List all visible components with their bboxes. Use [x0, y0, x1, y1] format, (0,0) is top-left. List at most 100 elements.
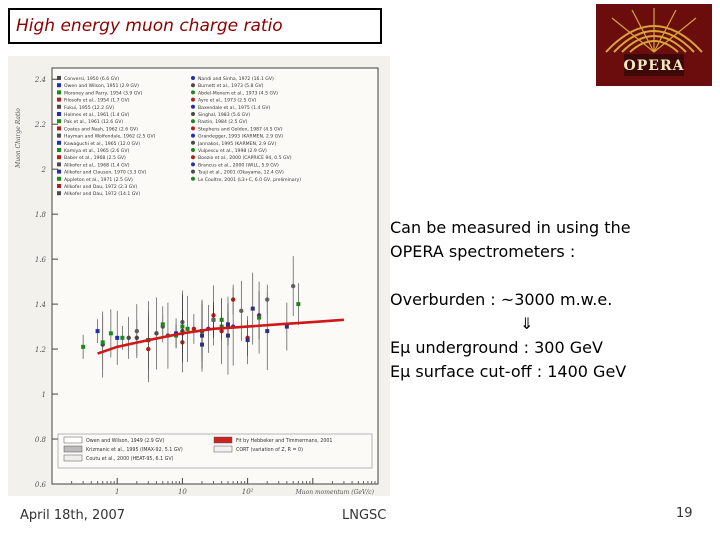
legend-marker: [57, 97, 61, 102]
data-point: [81, 344, 86, 349]
legend-marker: [57, 176, 61, 181]
data-point: [134, 328, 140, 334]
legend-marker: [191, 119, 195, 124]
fit-curve: [97, 318, 345, 355]
legend-entry: Grandegger, 1993 (KARMEN, 2.9 GV): [198, 134, 283, 140]
y-tick-label: 2.2: [34, 121, 47, 129]
bottom-legend-entry: CORT (variation of Z, R = 0): [236, 447, 303, 453]
y-tick-label: 1.4: [35, 301, 46, 309]
legend-entry: Moroney and Parry, 1954 (3.9 GV): [64, 90, 143, 96]
legend-marker: [191, 104, 195, 109]
down-arrow: ⇓: [520, 314, 534, 333]
legend-entry: Hayman and Wolfendale, 1962 (2.5 GV): [64, 134, 156, 140]
data-point: [95, 329, 100, 334]
data-point: [126, 335, 131, 341]
logo-graphic: [605, 8, 703, 76]
footer-date: April 18th, 2007: [20, 508, 126, 523]
footer-venue: LNGSC: [342, 508, 387, 523]
data-point: [185, 326, 190, 331]
plot-frame: [51, 67, 379, 485]
charge-ratio-figure: 0.6 0.8 1 1.2 1.4 1.6 1.8 2 2.2 2.4 1 10 10² Muon Cha…: [8, 56, 390, 496]
legend-marker: [191, 176, 195, 181]
data-point: [120, 335, 125, 340]
y-tick-label: 1.8: [35, 211, 47, 219]
text-line-cutoff: Eμ surface cut-off : 1400 GeV: [390, 362, 627, 381]
legend-marker: [191, 155, 195, 160]
legend-marker: [191, 140, 195, 145]
y-tick-label: 1: [42, 391, 46, 399]
data-point: [239, 308, 244, 314]
legend-entry: Stephens and Golden, 1987 (4.5 GV): [198, 126, 283, 132]
x-axis-label: Muon momentum (GeV/c): [295, 489, 375, 496]
x-tick-label: 1: [115, 488, 119, 496]
bottom-legend-entry: Owen and Wilson, 1949 (2.9 GV): [86, 438, 164, 444]
legend-entry: Singhal, 1983 (5.6 GV): [198, 112, 250, 118]
legend-entry: Jannakos, 1995 (KARMEN, 2.9 GV): [197, 141, 276, 147]
page-number: 19: [676, 506, 693, 521]
legend-marker: [57, 104, 61, 109]
legend-entry: Baxendale et al., 1975 (1.4 GV): [198, 105, 271, 111]
data-point: [245, 338, 250, 343]
text-line-2: OPERA spectrometers :: [390, 242, 576, 261]
legend-marker: [57, 133, 61, 138]
logo-text: OPERA: [623, 58, 685, 74]
legend-marker: [191, 83, 195, 88]
data-point: [250, 306, 255, 311]
data-point: [154, 331, 159, 336]
data-point: [219, 317, 224, 322]
legend-marker: [191, 162, 195, 167]
opera-logo: OPERA: [596, 4, 712, 86]
slide-title: High energy muon charge ratio: [16, 16, 283, 36]
data-point: [115, 335, 120, 340]
legend-entry: Owen and Wilson, 1951 (2.9 GV): [64, 83, 139, 89]
legend-marker: [191, 97, 195, 102]
legend-marker: [57, 112, 61, 116]
legend-entry: Allkofer and Dau, 1972 (2.3 GV): [64, 184, 137, 190]
y-tick-label: 2.4: [34, 76, 46, 84]
x-tick-label: 10²: [242, 488, 254, 496]
data-point: [257, 315, 262, 320]
legend-entry: Brancus et al., 2000 (WILL, 5.9 GV): [198, 162, 279, 168]
bottom-legend-swatch: [213, 436, 233, 444]
legend-marker: [57, 83, 61, 88]
data-point: [296, 302, 301, 307]
legend-marker: [57, 140, 61, 145]
legend-entry: Kamiya et al., 1965 (2.6 GV): [64, 148, 129, 154]
data-point: [108, 331, 113, 336]
y-tick-label: 0.8: [35, 436, 47, 444]
legend-marker: [57, 162, 61, 167]
legend-entry: Rastin, 1984 (2.5 GV): [198, 119, 248, 125]
data-point: [265, 329, 270, 334]
legend-marker: [191, 76, 195, 80]
y-tick-label: 1.2: [35, 346, 47, 354]
bottom-legend-swatch: [63, 454, 83, 462]
data-point: [160, 322, 165, 327]
legend-marker: [57, 126, 61, 131]
data-point: [100, 340, 105, 345]
text-line-1: Can be measured in using the: [390, 218, 631, 237]
y-axis-label: Muon Charge Ratio: [15, 108, 22, 169]
legend-entry: Burnett et al., 1973 (5.8 GV): [198, 83, 264, 89]
legend-entry: Coates and Nash, 1962 (2.6 GV): [64, 126, 138, 132]
charge-ratio-chart: 0.6 0.8 1 1.2 1.4 1.6 1.8 2 2.2 2.4 1 10 10² Muon Cha…: [15, 67, 379, 496]
y-tick-label: 1.6: [35, 256, 47, 264]
legend-marker: [191, 133, 195, 138]
legend-entry: Appleton et al., 1971 (2.5 GV): [64, 177, 133, 183]
legend-marker: [57, 191, 61, 196]
text-line-underground: Eμ underground : 300 GeV: [390, 338, 603, 357]
legend-entry: Fukui, 1955 (12.2 GV): [64, 105, 114, 111]
data-point: [200, 342, 205, 347]
legend-entry: Kawaguchi et al., 1965 (12.0 GV): [64, 141, 140, 147]
legend-entry: Nandi and Sinha, 1972 (16.1 GV): [198, 76, 274, 82]
legend-entry: Allkofer and Dau, 1972 (14.1 GV): [64, 191, 140, 197]
bottom-legend-swatch: [63, 436, 83, 444]
data-point: [191, 326, 197, 332]
text-line-3: Overburden : ~3000 m.w.e.: [390, 290, 613, 309]
legend-entry: Le Coultre, 2001 (L3+C, 6.0 GV, prelimin…: [198, 177, 301, 183]
legend-marker: [57, 184, 61, 188]
legend-marker: [191, 169, 195, 174]
legend-entry: Abdel-Monem et al., 1973 (4.5 GV): [198, 90, 278, 96]
legend-marker: [57, 119, 61, 124]
data-point: [225, 333, 230, 338]
legend-entry: Ayre et al., 1973 (2.5 GV): [198, 98, 257, 104]
